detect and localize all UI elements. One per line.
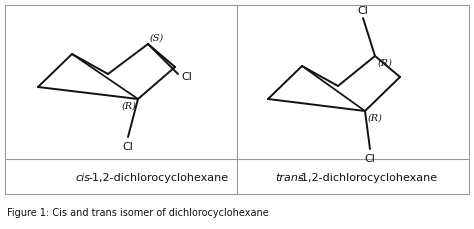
Text: Cl: Cl (365, 153, 375, 163)
Text: Cl: Cl (181, 72, 192, 82)
Text: Cl: Cl (357, 6, 368, 16)
Text: (R): (R) (378, 59, 393, 68)
Bar (5, 6, 469, 194)
Text: -1,2-dichlorocyclohexane: -1,2-dichlorocyclohexane (88, 172, 228, 182)
Text: (R): (R) (121, 101, 136, 111)
Text: Cl: Cl (123, 141, 134, 151)
Text: Figure 1: Cis and trans isomer of dichlorocyclohexane: Figure 1: Cis and trans isomer of dichlo… (7, 207, 269, 217)
Text: cis: cis (75, 172, 90, 182)
Text: trans: trans (275, 172, 304, 182)
Text: (S): (S) (150, 34, 164, 43)
Text: (R): (R) (368, 114, 383, 123)
Text: -1,2-dichlorocyclohexane: -1,2-dichlorocyclohexane (297, 172, 437, 182)
